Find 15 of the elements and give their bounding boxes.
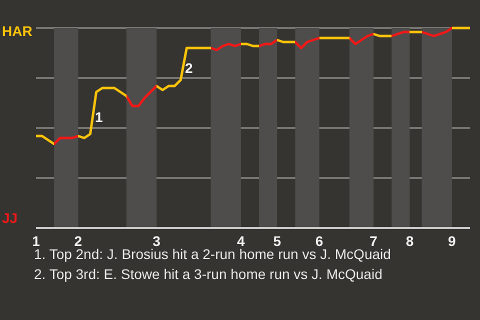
x-tick-label: 1 — [32, 232, 40, 249]
text: 2. Top 3rd: E. Stowe hit a 3-run home run vs J. McQuaid — [34, 265, 384, 284]
x-tick-label: 4 — [237, 232, 246, 249]
x-tick-label: 8 — [406, 232, 414, 249]
x-tick-label: 9 — [448, 232, 456, 249]
x-tick-label: 5 — [273, 232, 282, 249]
x-tick-label: 2 — [74, 232, 82, 249]
text: 1. Top 2nd: J. Brosius hit a 2-run home run vs J. McQuaid — [34, 246, 391, 264]
text: HAR — [2, 23, 32, 39]
x-tick-label: 3 — [152, 232, 161, 249]
annotation: 1 — [95, 109, 103, 125]
x-tick-label: 6 — [315, 232, 324, 249]
annotation: 2 — [185, 60, 193, 76]
text: JJ — [2, 210, 18, 226]
x-tick-label: 7 — [370, 232, 378, 249]
